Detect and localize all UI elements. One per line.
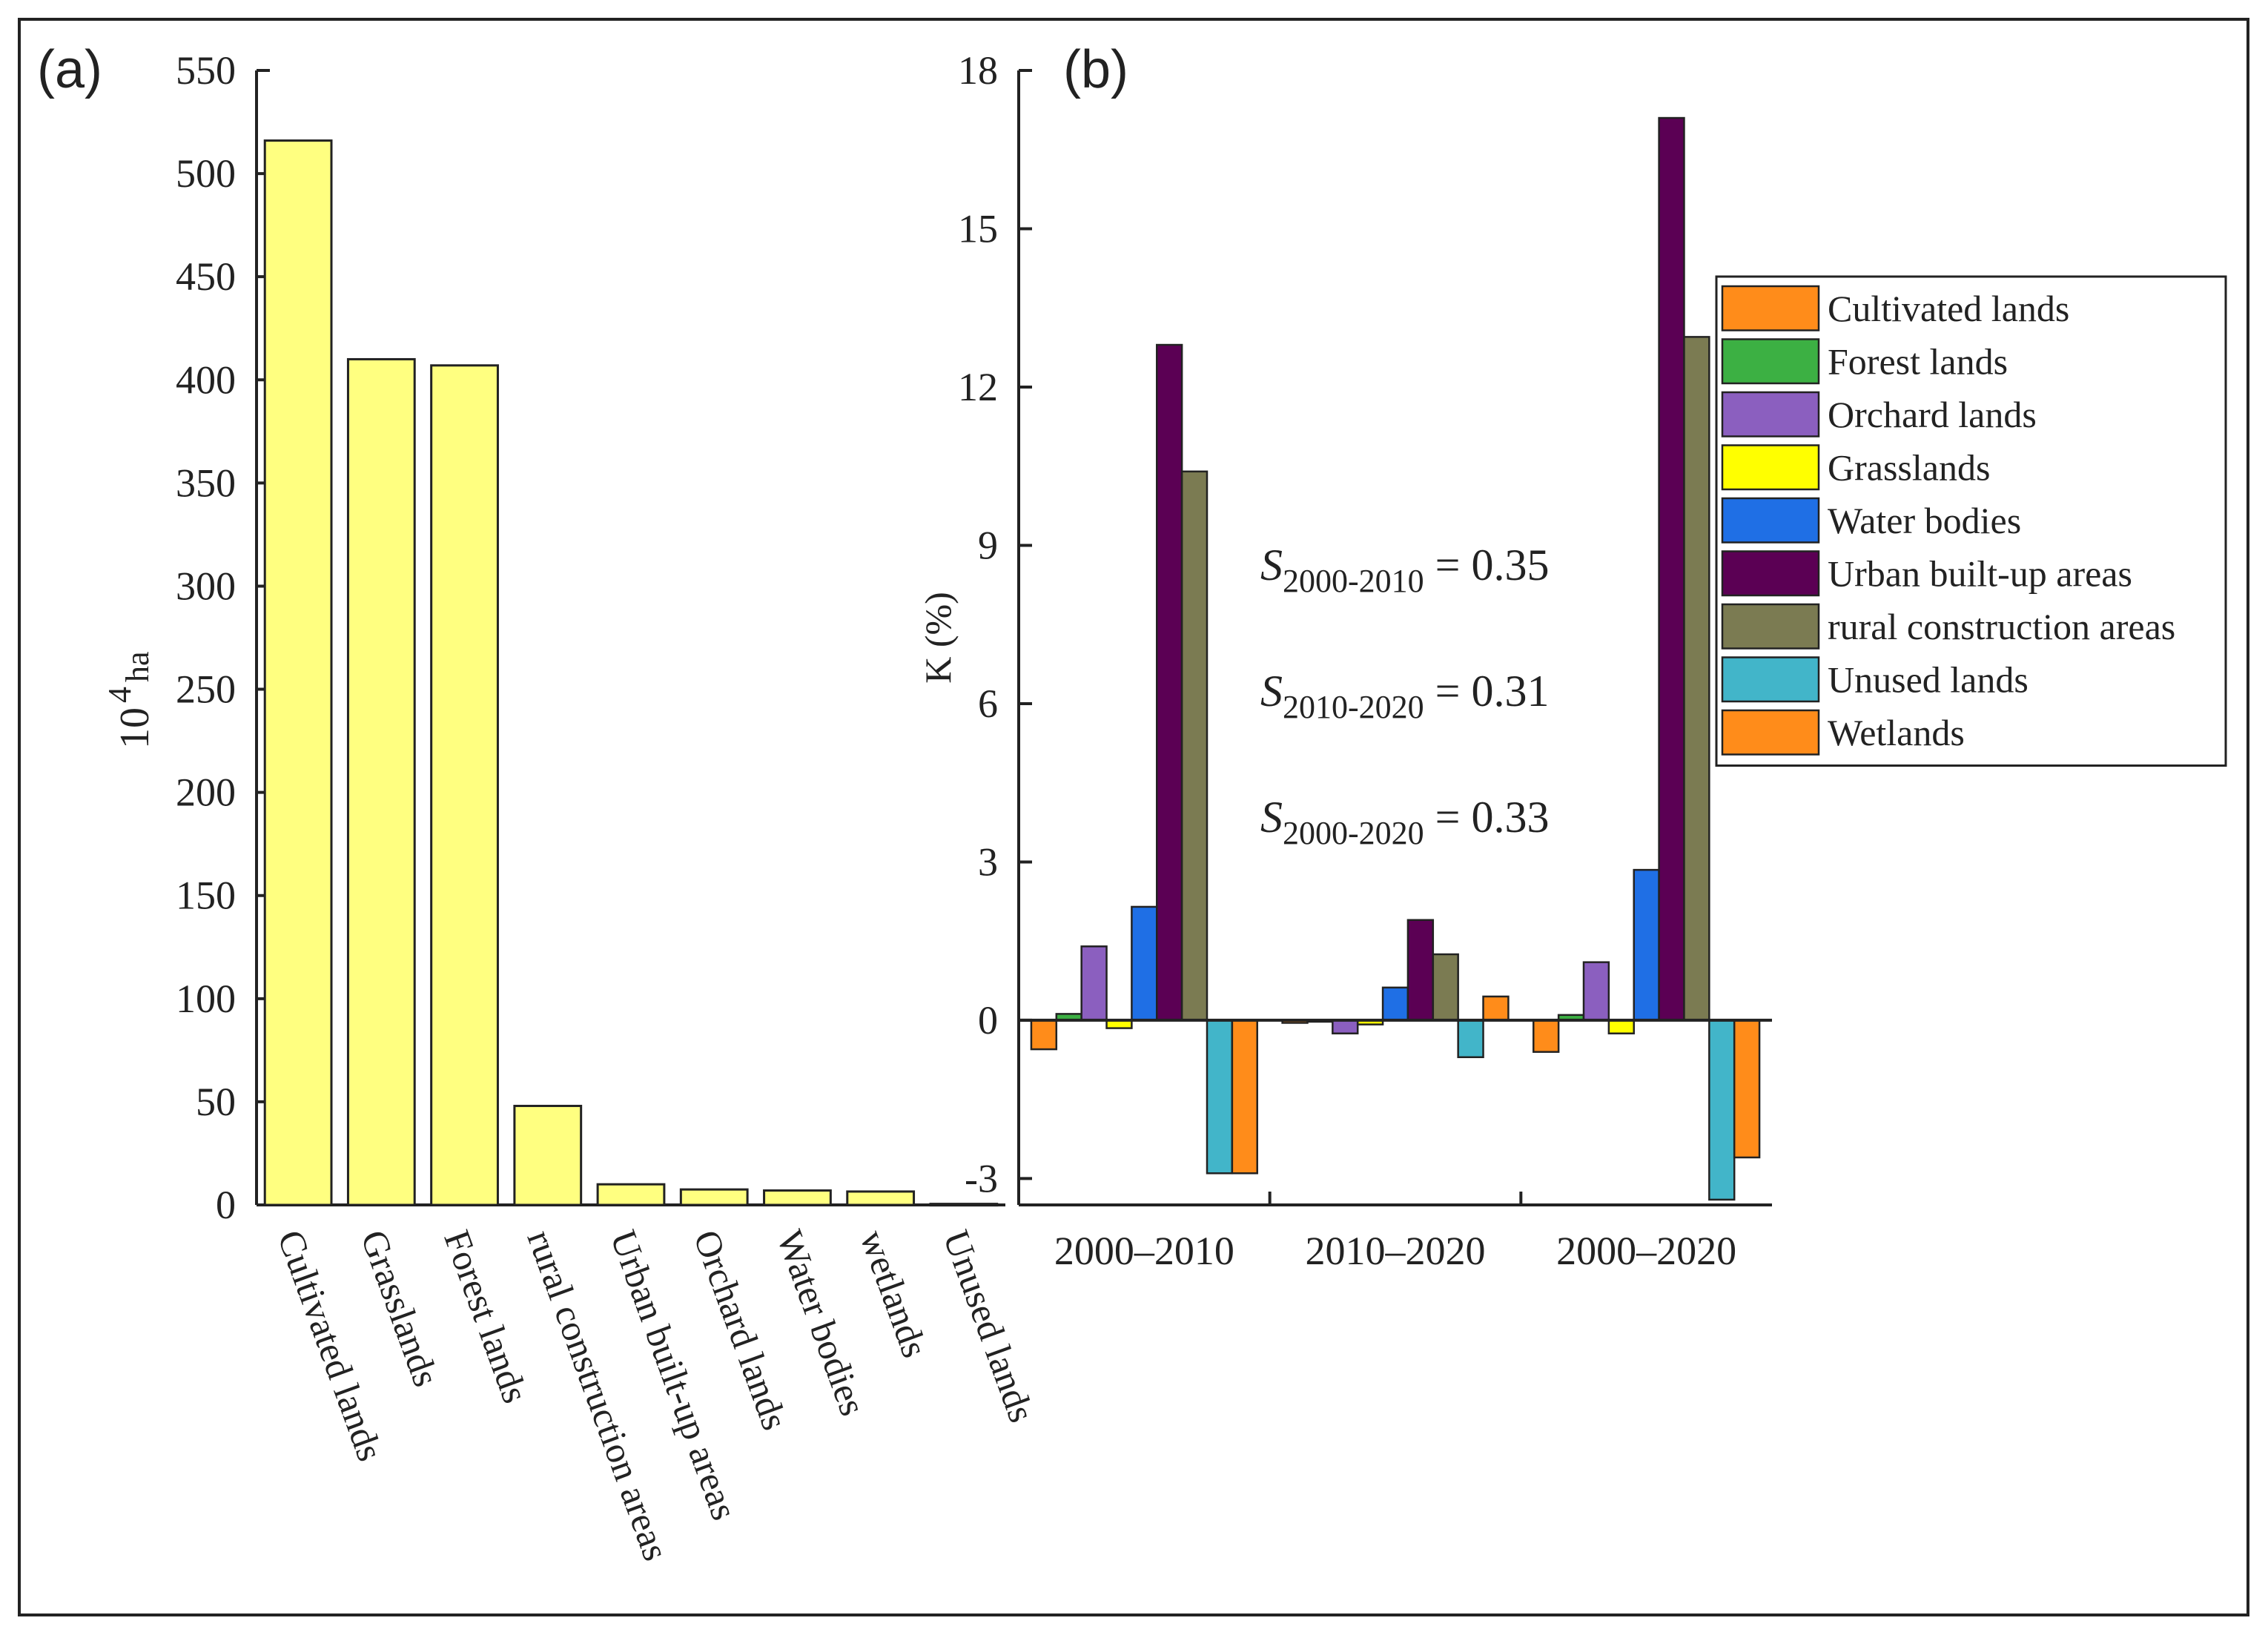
- y-tick-label: 12: [958, 365, 998, 409]
- bar: [1607, 1019, 1635, 1034]
- bar: [263, 139, 333, 1206]
- bar: [1080, 945, 1108, 1022]
- bar: [1733, 1019, 1761, 1159]
- legend-swatch: [1721, 338, 1820, 385]
- legend-swatch: [1721, 391, 1820, 437]
- legend-label: Orchard lands: [1828, 394, 2037, 435]
- bar: [1406, 919, 1435, 1022]
- y-tick-label: 300: [176, 564, 236, 608]
- legend-swatch: [1721, 603, 1820, 650]
- bar: [1533, 1019, 1560, 1053]
- panel-a-label: (a): [37, 40, 102, 99]
- bar: [1633, 868, 1660, 1022]
- bar: [346, 357, 416, 1206]
- y-tick-label: 150: [176, 873, 236, 918]
- legend-label: Forest lands: [1828, 341, 2008, 383]
- panel-b-annotations: S2000-2010 = 0.35 S2010-2020 = 0.31 S2000-…: [1260, 541, 1550, 851]
- bar: [1231, 1019, 1258, 1175]
- y-tick-label: 15: [958, 206, 998, 251]
- y-tick-label: 450: [176, 254, 236, 299]
- y-tick-label: 18: [958, 48, 998, 93]
- legend-label: Grasslands: [1828, 447, 1990, 489]
- y-tick-label: 6: [978, 681, 998, 726]
- sensitivity-annotation: S2000-2020 = 0.33: [1260, 793, 1550, 851]
- y-axis-title-base: 10: [112, 707, 158, 749]
- legend-swatch: [1721, 709, 1820, 756]
- y-tick-label: 200: [176, 770, 236, 815]
- y-tick-label: 0: [978, 998, 998, 1043]
- bar: [430, 364, 499, 1206]
- bar: [763, 1189, 832, 1206]
- bar: [1180, 470, 1209, 1022]
- bar: [1457, 1019, 1484, 1058]
- bar: [1658, 116, 1685, 1022]
- bar: [1432, 953, 1459, 1022]
- y-axis-title-unit: ha: [119, 651, 156, 682]
- sensitivity-annotation: S2010-2020 = 0.31: [1260, 667, 1550, 725]
- bar: [1381, 986, 1409, 1022]
- legend-label: Urban built-up areas: [1828, 553, 2132, 595]
- bar: [1156, 343, 1183, 1022]
- panel-a-bars: [263, 139, 999, 1207]
- x-tick-label: 2000–2010: [1054, 1229, 1234, 1273]
- legend-swatch: [1721, 285, 1820, 331]
- bar: [1708, 1019, 1736, 1201]
- x-tick-label: 2000–2020: [1556, 1229, 1736, 1273]
- legend-label: rural construction areas: [1828, 606, 2175, 647]
- y-tick-label: 0: [216, 1183, 236, 1227]
- legend-label: Wetlands: [1828, 712, 1965, 753]
- legend-label: Cultivated lands: [1828, 288, 2069, 329]
- y-tick-label: -3: [965, 1156, 998, 1200]
- legend-swatch: [1721, 656, 1820, 703]
- y-tick-label: 3: [978, 839, 998, 884]
- bar: [1131, 905, 1158, 1022]
- panel-a-y-axis-title: 10 4 ha: [102, 651, 158, 749]
- bar: [1482, 995, 1510, 1022]
- panel-b-label: (b): [1063, 40, 1128, 99]
- panel-b-legend: Cultivated lands Forest lands Orchard land…: [1715, 275, 2227, 767]
- y-tick-label: 400: [176, 357, 236, 402]
- panel-b-y-axis-title: K (%): [917, 592, 959, 684]
- legend-swatch: [1721, 550, 1820, 597]
- x-tick-label: 2010–2020: [1306, 1229, 1486, 1273]
- y-axis-title-exponent: 4: [102, 687, 138, 703]
- panel-b-y-ticks: -3 0 3 6 9 12 15 18: [958, 48, 1772, 1206]
- legend-label: Unused lands: [1828, 659, 2029, 701]
- legend-swatch: [1721, 444, 1820, 491]
- y-tick-label: 9: [978, 523, 998, 567]
- panel-b-x-labels: 2000–2010 2010–2020 2000–2020: [1054, 1229, 1736, 1273]
- panel-b-bars: [1019, 116, 1772, 1201]
- bar: [1206, 1019, 1234, 1175]
- bar: [1332, 1019, 1359, 1034]
- sensitivity-annotation: S2000-2010 = 0.35: [1260, 541, 1550, 599]
- y-tick-label: 550: [176, 48, 236, 93]
- y-tick-label: 350: [176, 460, 236, 505]
- bar: [513, 1104, 583, 1206]
- bar: [679, 1188, 749, 1206]
- legend-label: Water bodies: [1828, 500, 2021, 541]
- y-tick-label: 100: [176, 977, 236, 1021]
- bar: [1030, 1019, 1058, 1051]
- bar: [846, 1190, 916, 1206]
- bar: [929, 1203, 999, 1207]
- legend-swatch: [1721, 497, 1820, 544]
- y-tick-label: 250: [176, 667, 236, 712]
- y-tick-label: 50: [196, 1080, 236, 1124]
- bar: [1582, 961, 1610, 1022]
- y-tick-label: 500: [176, 151, 236, 196]
- bar: [1683, 336, 1710, 1022]
- bar: [596, 1183, 666, 1206]
